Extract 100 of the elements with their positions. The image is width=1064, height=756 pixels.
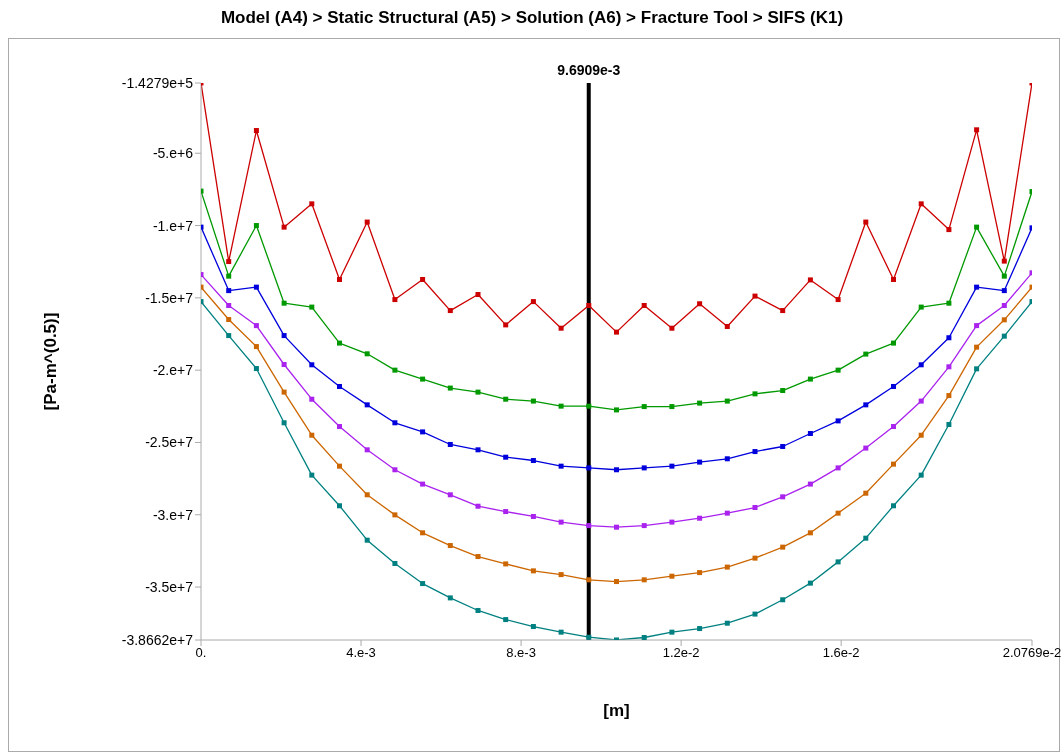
point — [420, 376, 426, 382]
point — [253, 323, 259, 329]
point — [253, 366, 259, 372]
point — [669, 573, 675, 579]
point — [558, 572, 564, 578]
point — [253, 284, 259, 290]
point — [530, 624, 536, 630]
point — [309, 472, 315, 478]
point — [835, 297, 841, 303]
point — [530, 398, 536, 404]
point — [669, 463, 675, 469]
point — [891, 383, 896, 389]
point — [447, 492, 453, 498]
point — [974, 344, 980, 350]
point — [392, 297, 398, 303]
point — [614, 467, 619, 473]
y-tick-label: -3.5e+7 — [145, 579, 194, 596]
point — [946, 364, 952, 370]
point — [226, 288, 232, 294]
y-axis-title: [Pa-m^(0.5)] — [41, 312, 61, 411]
point — [392, 512, 398, 518]
point — [530, 568, 536, 574]
point — [447, 441, 453, 447]
point — [641, 577, 647, 583]
ref-line-label: 9.6909e-3 — [557, 62, 621, 78]
point — [974, 224, 980, 230]
point — [669, 325, 675, 331]
point — [420, 481, 426, 487]
point — [475, 554, 481, 560]
point — [697, 301, 703, 307]
point — [974, 366, 980, 372]
point — [530, 513, 536, 519]
y-tick-label: -5.e+6 — [152, 145, 194, 162]
point — [558, 403, 564, 409]
point — [420, 581, 426, 587]
point — [309, 201, 315, 207]
y-tick-label: -1.e+7 — [152, 217, 194, 234]
point — [281, 333, 287, 339]
point — [807, 277, 813, 283]
point — [503, 396, 509, 402]
point — [226, 317, 232, 323]
point — [752, 391, 758, 397]
point — [669, 519, 675, 525]
point — [918, 304, 924, 310]
point — [835, 510, 841, 516]
x-tick-label: 0. — [195, 645, 207, 661]
point — [724, 398, 730, 404]
point — [641, 303, 647, 308]
point — [697, 626, 703, 632]
point — [558, 519, 564, 525]
point — [669, 629, 675, 635]
point — [807, 481, 813, 487]
point — [863, 402, 869, 408]
point — [946, 300, 952, 306]
point — [475, 389, 481, 395]
point — [946, 393, 952, 399]
point — [614, 637, 619, 640]
y-tick-label: -3.8662e+7 — [121, 631, 194, 648]
point — [503, 322, 509, 328]
point — [558, 463, 564, 469]
point — [337, 424, 342, 430]
point — [337, 340, 342, 346]
point — [281, 389, 287, 395]
point — [447, 385, 453, 391]
point — [558, 325, 564, 331]
point — [724, 620, 730, 626]
point — [752, 505, 758, 511]
point — [337, 383, 342, 389]
point — [475, 607, 481, 613]
point — [974, 284, 980, 290]
point — [697, 515, 703, 521]
point — [863, 219, 869, 225]
point — [724, 510, 730, 516]
point — [918, 432, 924, 438]
point — [807, 430, 813, 436]
point — [1001, 333, 1007, 339]
point — [724, 323, 730, 329]
point — [226, 303, 232, 308]
point — [946, 335, 952, 341]
point — [420, 530, 426, 536]
point — [1001, 288, 1007, 294]
point — [1001, 273, 1007, 279]
point — [780, 494, 786, 500]
point — [752, 293, 758, 299]
point — [586, 523, 592, 529]
point — [586, 465, 592, 471]
point — [835, 559, 841, 565]
y-tick-label: -3.e+7 — [152, 506, 194, 523]
point — [309, 432, 315, 438]
point — [586, 634, 592, 640]
point — [253, 223, 259, 229]
point — [281, 420, 287, 426]
point — [863, 490, 869, 496]
point — [364, 351, 370, 357]
point — [697, 400, 703, 406]
point — [863, 535, 869, 541]
point — [752, 555, 758, 561]
point — [447, 595, 453, 601]
point — [724, 564, 730, 570]
point — [752, 611, 758, 617]
